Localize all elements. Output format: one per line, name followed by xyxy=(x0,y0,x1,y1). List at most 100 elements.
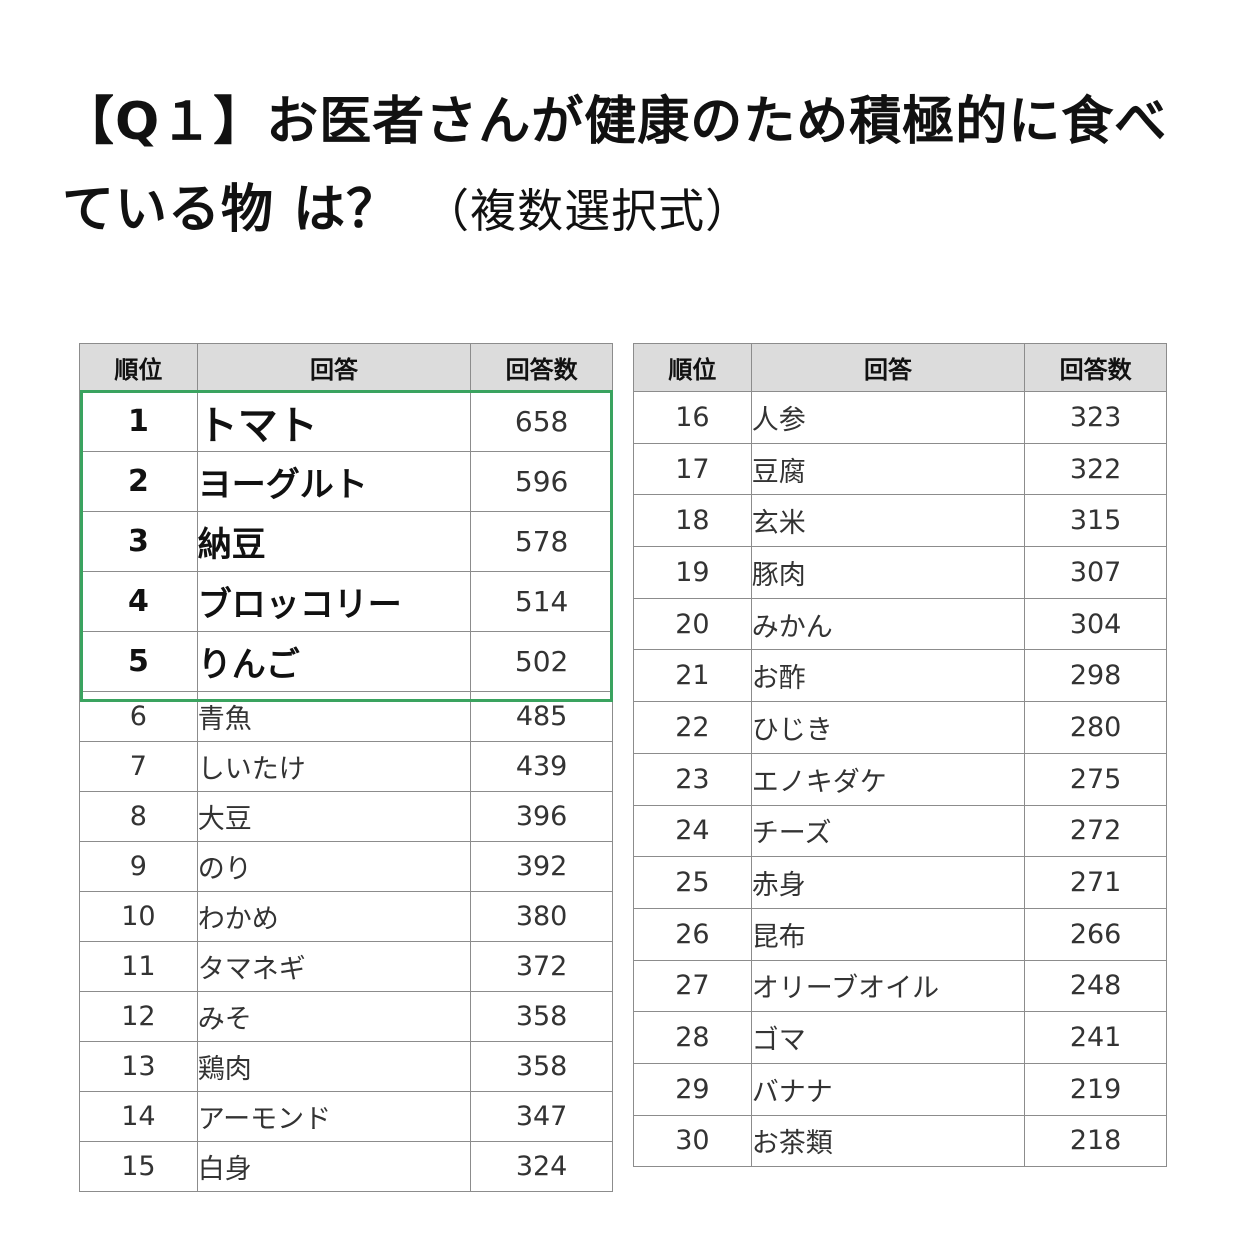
rank-cell: 11 xyxy=(79,941,198,992)
rank-cell: 10 xyxy=(79,891,198,942)
table-row: 18 玄米 315 xyxy=(633,494,1167,548)
count-cell: 304 xyxy=(1024,597,1167,651)
table-row: 6 青魚 485 xyxy=(79,691,613,742)
rank-cell: 6 xyxy=(79,691,198,742)
answer-cell: わかめ xyxy=(196,891,472,942)
table-row: 1 トマト 658 xyxy=(79,391,613,452)
header-rank: 順位 xyxy=(633,343,752,392)
title-sub: （複数選択式） xyxy=(423,184,753,238)
table-row: 21 お酢 298 xyxy=(633,649,1167,703)
count-cell: 241 xyxy=(1024,1011,1167,1064)
rank-cell: 25 xyxy=(633,856,752,909)
table-row: 14 アーモンド 347 xyxy=(79,1091,613,1142)
answer-cell: りんご xyxy=(196,631,472,692)
count-cell: 271 xyxy=(1024,856,1167,909)
rank-cell: 22 xyxy=(633,701,752,754)
table-header-row: 順位 回答 回答数 xyxy=(79,343,613,392)
table-row: 11 タマネギ 372 xyxy=(79,941,613,992)
table-row: 17 豆腐 322 xyxy=(633,442,1167,496)
answer-cell: 玄米 xyxy=(750,494,1026,548)
answer-cell: 白身 xyxy=(196,1141,472,1192)
count-cell: 392 xyxy=(470,841,613,892)
answer-cell: のり xyxy=(196,841,472,892)
ranking-table-right: 順位 回答 回答数 16 人参 323 17 豆腐 322 18 玄米 315 19 豚肉 307 20… xyxy=(633,343,1167,1168)
rank-cell: 2 xyxy=(79,451,198,512)
table-row: 8 大豆 396 xyxy=(79,791,613,842)
count-cell: 219 xyxy=(1024,1062,1167,1116)
rank-cell: 21 xyxy=(633,649,752,703)
rank-cell: 24 xyxy=(633,804,752,858)
answer-cell: 赤身 xyxy=(750,856,1026,909)
rank-cell: 4 xyxy=(79,571,198,632)
answer-cell: ヨーグルト xyxy=(196,451,472,512)
count-cell: 380 xyxy=(470,891,613,942)
answer-cell: 納豆 xyxy=(196,511,472,572)
table-row: 9 のり 392 xyxy=(79,841,613,892)
header-rank: 順位 xyxy=(79,343,198,392)
table-row: 23 エノキダケ 275 xyxy=(633,752,1167,806)
table-row: 25 赤身 271 xyxy=(633,856,1167,909)
answer-cell: 豆腐 xyxy=(750,442,1026,496)
answer-cell: トマト xyxy=(196,391,472,452)
count-cell: 298 xyxy=(1024,649,1167,703)
table-row: 13 鶏肉 358 xyxy=(79,1041,613,1092)
rank-cell: 1 xyxy=(79,391,198,452)
table-row: 5 りんご 502 xyxy=(79,631,613,692)
table-row: 19 豚肉 307 xyxy=(633,546,1167,599)
table-row: 10 わかめ 380 xyxy=(79,891,613,942)
answer-cell: みそ xyxy=(196,991,472,1042)
header-answer: 回答 xyxy=(196,343,472,392)
answer-cell: バナナ xyxy=(750,1062,1026,1116)
rank-cell: 20 xyxy=(633,597,752,651)
answer-cell: タマネギ xyxy=(196,941,472,992)
answer-cell: 青魚 xyxy=(196,691,472,742)
table-row: 4 ブロッコリー 514 xyxy=(79,571,613,632)
rank-cell: 12 xyxy=(79,991,198,1042)
header-answer: 回答 xyxy=(750,343,1026,392)
table-header-row: 順位 回答 回答数 xyxy=(633,343,1167,392)
table-row: 27 オリーブオイル 248 xyxy=(633,959,1167,1013)
count-cell: 347 xyxy=(470,1091,613,1142)
count-cell: 323 xyxy=(1024,391,1167,444)
count-cell: 275 xyxy=(1024,752,1167,806)
rank-cell: 13 xyxy=(79,1041,198,1092)
table-row: 28 ゴマ 241 xyxy=(633,1011,1167,1064)
rank-cell: 8 xyxy=(79,791,198,842)
answer-cell: ブロッコリー xyxy=(196,571,472,632)
count-cell: 358 xyxy=(470,991,613,1042)
rank-cell: 23 xyxy=(633,752,752,806)
answer-cell: エノキダケ xyxy=(750,752,1026,806)
count-cell: 658 xyxy=(470,391,613,452)
header-count: 回答数 xyxy=(1024,343,1167,392)
table-row: 30 お茶類 218 xyxy=(633,1114,1167,1168)
count-cell: 272 xyxy=(1024,804,1167,858)
answer-cell: 大豆 xyxy=(196,791,472,842)
count-cell: 315 xyxy=(1024,494,1167,548)
page-title: 【Q１】お医者さんが健康のため積極的に食べている物 は？ （複数選択式） xyxy=(62,78,1202,255)
count-cell: 324 xyxy=(470,1141,613,1192)
rank-cell: 14 xyxy=(79,1091,198,1142)
table-row: 15 白身 324 xyxy=(79,1141,613,1192)
ranking-table-left: 順位 回答 回答数 1 トマト 658 2 ヨーグルト 596 3 納豆 578 4 ブロッコリー 5… xyxy=(79,343,613,1192)
count-cell: 596 xyxy=(470,451,613,512)
rank-cell: 15 xyxy=(79,1141,198,1192)
answer-cell: チーズ xyxy=(750,804,1026,858)
table-row: 7 しいたけ 439 xyxy=(79,741,613,792)
table-row: 2 ヨーグルト 596 xyxy=(79,451,613,512)
rank-cell: 19 xyxy=(633,546,752,599)
table-row: 12 みそ 358 xyxy=(79,991,613,1042)
rank-cell: 28 xyxy=(633,1011,752,1064)
table-row: 26 昆布 266 xyxy=(633,907,1167,961)
rank-cell: 16 xyxy=(633,391,752,444)
table-row: 16 人参 323 xyxy=(633,391,1167,444)
table-row: 24 チーズ 272 xyxy=(633,804,1167,858)
rank-cell: 30 xyxy=(633,1114,752,1168)
count-cell: 514 xyxy=(470,571,613,632)
rank-cell: 26 xyxy=(633,907,752,961)
answer-cell: 昆布 xyxy=(750,907,1026,961)
count-cell: 322 xyxy=(1024,442,1167,496)
answer-cell: ゴマ xyxy=(750,1011,1026,1064)
count-cell: 396 xyxy=(470,791,613,842)
count-cell: 578 xyxy=(470,511,613,572)
answer-cell: アーモンド xyxy=(196,1091,472,1142)
